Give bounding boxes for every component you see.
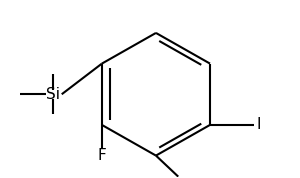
Text: Si: Si [46, 87, 60, 102]
Text: F: F [98, 148, 106, 163]
Text: I: I [256, 117, 261, 132]
